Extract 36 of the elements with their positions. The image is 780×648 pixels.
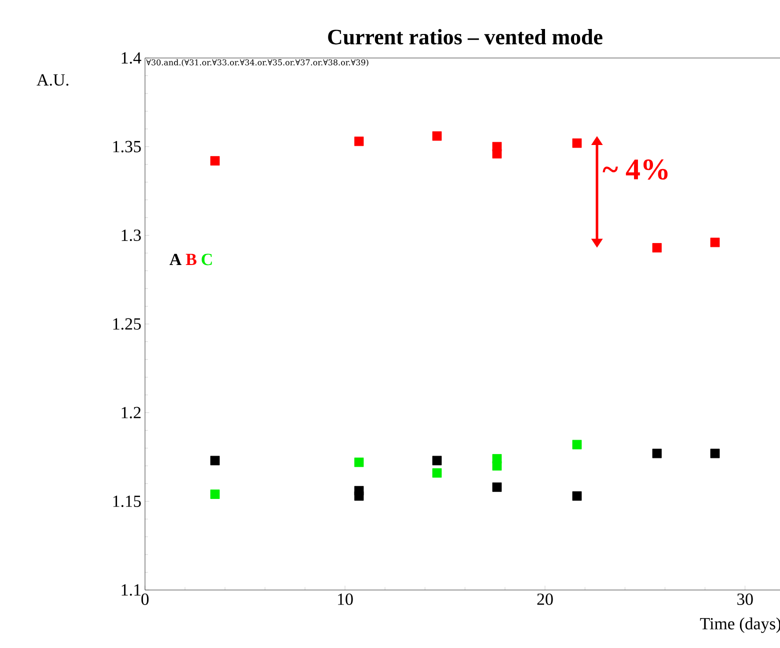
y-tick-label: 1.15 [113,496,141,508]
point [572,138,582,148]
x-tick-label: 20 [537,594,553,605]
point [710,238,720,248]
point [210,156,220,166]
point [572,491,582,501]
annotation: ~ 4% [602,159,668,180]
y-tick-label: 1.25 [113,318,141,330]
point [572,440,582,450]
point [354,458,364,468]
y-tick-label: 1.4 [122,52,142,64]
point [210,456,220,466]
text: C [202,254,212,266]
y-axis-title: A.U. [36,74,68,86]
point [210,490,220,499]
point [354,491,364,501]
point [652,448,662,458]
point [492,461,502,471]
y-tick-label: 1.1 [122,584,140,596]
x-tick-label: 10 [338,594,353,605]
point [432,468,442,478]
x-tick-label: 0 [141,594,149,605]
text: A [170,254,182,265]
y-tick-label: 1.35 [113,140,141,152]
point [652,243,662,252]
y-tick-label: 1.3 [122,230,141,242]
point [432,131,442,141]
point [492,482,502,492]
point [354,136,364,146]
point [432,456,442,466]
x-tick-label: 30 [737,594,753,605]
point [492,149,502,158]
y-tick-label: 1.2 [122,406,141,418]
chart-title: Current ratios – vented mode [328,29,602,44]
text: B [186,254,196,266]
point [710,448,720,458]
